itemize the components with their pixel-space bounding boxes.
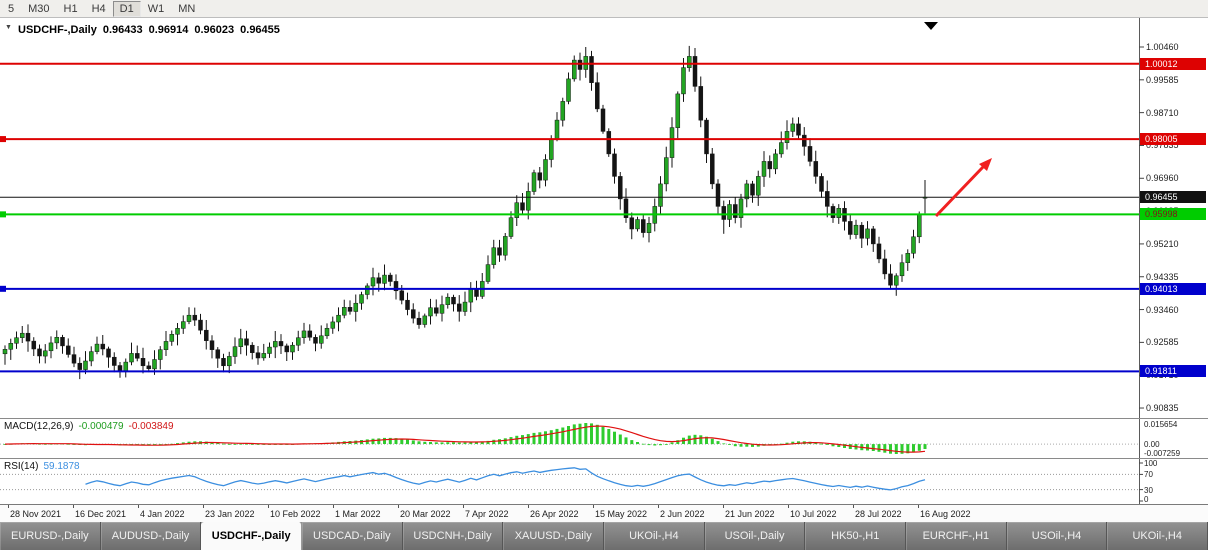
date-tick [593,505,594,508]
date-label: 16 Dec 2021 [75,509,127,519]
date-tick [138,505,139,508]
time-axis[interactable]: 28 Nov 2021 16 Dec 2021 4 Jan 2022 23 Jan 2… [0,504,1208,522]
horizontal-line-0.98005[interactable] [0,136,1139,143]
rsi-panel[interactable]: RSI(14) 59.1878 100 70 30 0 [0,458,1208,504]
date-label: 1 Mar 2022 [335,509,381,519]
timeframe-button-mn[interactable]: MN [178,2,196,15]
date-tick [463,505,464,508]
date-label: 7 Apr 2022 [465,509,509,519]
tab-usoil-daily[interactable]: USOil-,Daily [705,522,806,550]
macd-histogram [3,423,927,454]
date-tick [203,505,204,508]
candles-layer [2,45,928,380]
date-tick [398,505,399,508]
tab-usdchf-daily[interactable]: USDCHF-,Daily [201,522,303,550]
down-triangle-marker [924,22,938,30]
date-tick [333,505,334,508]
horizontal-line-0.95998[interactable] [0,211,1139,218]
timeframe-button-5[interactable]: 5 [8,2,15,15]
date-label: 10 Feb 2022 [270,509,321,519]
date-label: 10 Jul 2022 [790,509,837,519]
timeframe-button-d1[interactable]: D1 [112,0,141,17]
rsi-plot[interactable] [0,459,1208,504]
timeframe-button-m30[interactable]: M30 [28,2,50,15]
tab-usdcnh-daily[interactable]: USDCNH-,Daily [403,522,504,550]
date-tick [918,505,919,508]
tab-eurusd-daily[interactable]: EURUSD-,Daily [0,522,101,550]
date-label: 26 Apr 2022 [530,509,579,519]
date-label: 4 Jan 2022 [140,509,185,519]
timeframe-button-w1[interactable]: W1 [147,2,165,15]
date-label: 15 May 2022 [595,509,648,519]
tab-audusd-daily[interactable]: AUDUSD-,Daily [101,522,202,550]
main-chart-panel[interactable]: ▼ USDCHF-,Daily 0.96433 0.96914 0.96023 … [0,18,1208,418]
macd-plot[interactable] [0,419,1208,458]
date-label: 21 Jun 2022 [725,509,775,519]
date-tick [528,505,529,508]
date-label: 2 Jun 2022 [660,509,705,519]
date-tick [8,505,9,508]
trend-arrow[interactable] [934,158,992,218]
date-tick [268,505,269,508]
timeframe-button-h4[interactable]: H4 [91,2,106,15]
macd-signal-line [4,425,926,453]
timeframe-toolbar: 5 M30 H1 H4 D1 W1 MN [0,0,1208,18]
date-label: 20 Mar 2022 [400,509,451,519]
tab-hk50-h1[interactable]: HK50-,H1 [805,522,907,550]
chart-tabs-bar: EURUSD-,Daily AUDUSD-,Daily USDCHF-,Daily U… [0,522,1208,550]
rsi-line [85,467,926,491]
date-tick [73,505,74,508]
date-label: 28 Jul 2022 [855,509,902,519]
date-tick [658,505,659,508]
date-label: 28 Nov 2021 [10,509,62,519]
tab-eurchf-h1[interactable]: EURCHF-,H1 [906,522,1007,550]
tab-usoil-h4[interactable]: USOil-,H4 [1007,522,1108,550]
date-label: 16 Aug 2022 [920,509,971,519]
timeframe-button-h1[interactable]: H1 [63,2,78,15]
date-tick [723,505,724,508]
date-tick [853,505,854,508]
date-label: 23 Jan 2022 [205,509,255,519]
date-tick [788,505,789,508]
candlestick-chart[interactable] [0,18,1208,418]
tab-ukoil-h4[interactable]: UKOil-,H4 [1107,522,1208,550]
horizontal-line-0.94013[interactable] [0,285,1139,292]
tab-ukoil-h4[interactable]: UKOil-,H4 [604,522,705,550]
tab-xauusd-daily[interactable]: XAUUSD-,Daily [503,522,605,550]
one-click-trading-icon[interactable]: ▼ [5,24,12,31]
tab-usdcad-daily[interactable]: USDCAD-,Daily [302,522,403,550]
macd-panel[interactable]: MACD(12,26,9) -0.000479 -0.003849 0.0156… [0,418,1208,458]
